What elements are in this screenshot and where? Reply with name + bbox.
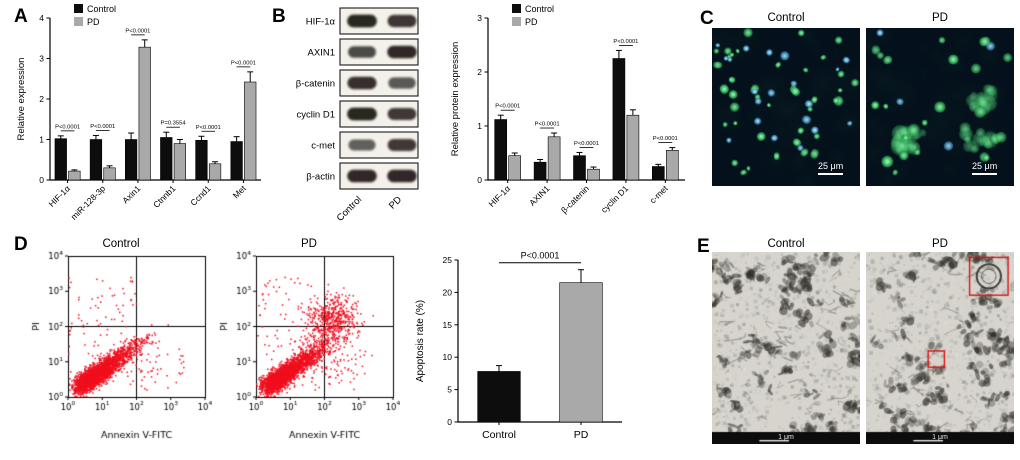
blot-protein-label: HIF-1α xyxy=(306,17,336,28)
svg-text:Axin1: Axin1 xyxy=(120,183,142,205)
blot-lane-label: Control xyxy=(335,194,364,223)
svg-text:3: 3 xyxy=(39,54,44,64)
apoptosis-rate-bar-chart: 0 5 10 15 20 25 Apoptosis rate (%) Control PD P<0… xyxy=(415,251,622,441)
svg-text:Control: Control xyxy=(525,4,554,14)
svg-text:10: 10 xyxy=(443,352,453,362)
panel-b-label: B xyxy=(272,6,286,27)
svg-text:20: 20 xyxy=(443,287,453,297)
svg-text:PD: PD xyxy=(574,429,589,441)
svg-text:P<0.0001: P<0.0001 xyxy=(653,136,678,142)
em-title-pd: PD xyxy=(932,238,948,250)
svg-text:P<0.0001: P<0.0001 xyxy=(231,60,256,66)
fluorescence-scalebar-pd: 25 μm xyxy=(972,162,998,175)
blot-protein-label: AXIN1 xyxy=(308,48,335,59)
fluorescence-image-pd xyxy=(866,28,1014,186)
em-scalebar-control: 1 μm xyxy=(778,434,794,441)
svg-text:Control: Control xyxy=(482,429,516,441)
flow-title-control: Control xyxy=(102,238,140,250)
svg-text:Relative expression: Relative expression xyxy=(16,58,27,141)
fluorescence-title-pd: PD xyxy=(932,12,948,24)
svg-text:P<0.0001: P<0.0001 xyxy=(55,124,80,130)
fluorescence-image-control xyxy=(712,28,860,186)
svg-text:2: 2 xyxy=(477,67,482,77)
panel-c-label: C xyxy=(700,8,714,29)
svg-text:P<0.0001: P<0.0001 xyxy=(196,125,221,131)
em-image-control xyxy=(712,252,860,444)
gene-expression-bar-chart: 0 1 2 3 4 Relative expression HIF-1α P<0.0001 mi… xyxy=(16,4,261,222)
svg-text:1: 1 xyxy=(39,135,44,145)
svg-text:c-met: c-met xyxy=(648,183,671,206)
em-title-control: Control xyxy=(767,238,805,250)
svg-text:2: 2 xyxy=(39,94,44,104)
svg-text:P<0.0001: P<0.0001 xyxy=(90,124,115,130)
panel-a-label: A xyxy=(14,6,28,27)
svg-text:Control: Control xyxy=(87,4,116,14)
panel-e-label: E xyxy=(697,236,710,257)
svg-text:P<0.0001: P<0.0001 xyxy=(495,104,520,110)
em-image-pd xyxy=(866,252,1014,444)
svg-text:0: 0 xyxy=(477,175,482,185)
svg-text:P<0.0001: P<0.0001 xyxy=(521,251,560,261)
svg-text:1: 1 xyxy=(477,121,482,131)
blot-protein-label: β-catenin xyxy=(296,79,335,90)
protein-expression-bar-chart: 0 1 2 3 Relative protein expression HIF-1α P<0… xyxy=(450,4,685,215)
svg-text:Relative protein expression: Relative protein expression xyxy=(450,42,461,157)
blot-protein-label: cyclin D1 xyxy=(296,110,335,121)
svg-text:P<0.0001: P<0.0001 xyxy=(574,141,599,147)
svg-text:P<0.0001: P<0.0001 xyxy=(125,28,150,34)
svg-text:miR-128-3p: miR-128-3p xyxy=(69,183,108,222)
svg-text:HIF-1α: HIF-1α xyxy=(46,183,72,209)
svg-text:Ccnd1: Ccnd1 xyxy=(188,183,213,208)
svg-text:PD: PD xyxy=(87,17,100,27)
svg-text:15: 15 xyxy=(443,320,453,330)
svg-text:P=0.3554: P=0.3554 xyxy=(161,121,187,127)
flow-scatter-pd xyxy=(218,251,400,443)
svg-text:HIF-1α: HIF-1α xyxy=(487,183,513,209)
panel-d-label: D xyxy=(14,234,28,255)
blot-lane-label: PD xyxy=(387,194,404,211)
fluorescence-scalebar-control: 25 μm xyxy=(818,162,844,175)
flow-title-pd: PD xyxy=(301,238,317,250)
blot-protein-label: c-met xyxy=(311,141,335,152)
svg-text:P<0.0001: P<0.0001 xyxy=(535,122,560,128)
svg-text:PD: PD xyxy=(525,17,538,27)
svg-text:P<0.0001: P<0.0001 xyxy=(613,39,638,45)
svg-text:Ctnnb1: Ctnnb1 xyxy=(151,183,178,210)
svg-text:Met: Met xyxy=(231,183,249,201)
em-scalebar-pd: 1 μm xyxy=(932,434,948,441)
svg-text:Apoptosis rate (%): Apoptosis rate (%) xyxy=(415,300,426,382)
flow-scatter-control xyxy=(30,251,212,443)
blot-protein-label: β-actin xyxy=(306,172,335,183)
svg-text:0: 0 xyxy=(447,417,452,427)
svg-text:5: 5 xyxy=(447,385,452,395)
svg-text:β-catenin: β-catenin xyxy=(559,183,591,215)
svg-text:25: 25 xyxy=(443,255,453,265)
western-blot-panel: HIF-1α AXIN1 β-catenin cyclin D1 c-met β-acti… xyxy=(296,7,419,224)
svg-text:3: 3 xyxy=(477,13,482,23)
svg-text:cyclin D1: cyclin D1 xyxy=(599,183,631,215)
svg-text:4: 4 xyxy=(39,13,44,23)
fluorescence-title-control: Control xyxy=(767,12,805,24)
svg-text:0: 0 xyxy=(39,175,44,185)
svg-text:AXIN1: AXIN1 xyxy=(527,183,552,208)
